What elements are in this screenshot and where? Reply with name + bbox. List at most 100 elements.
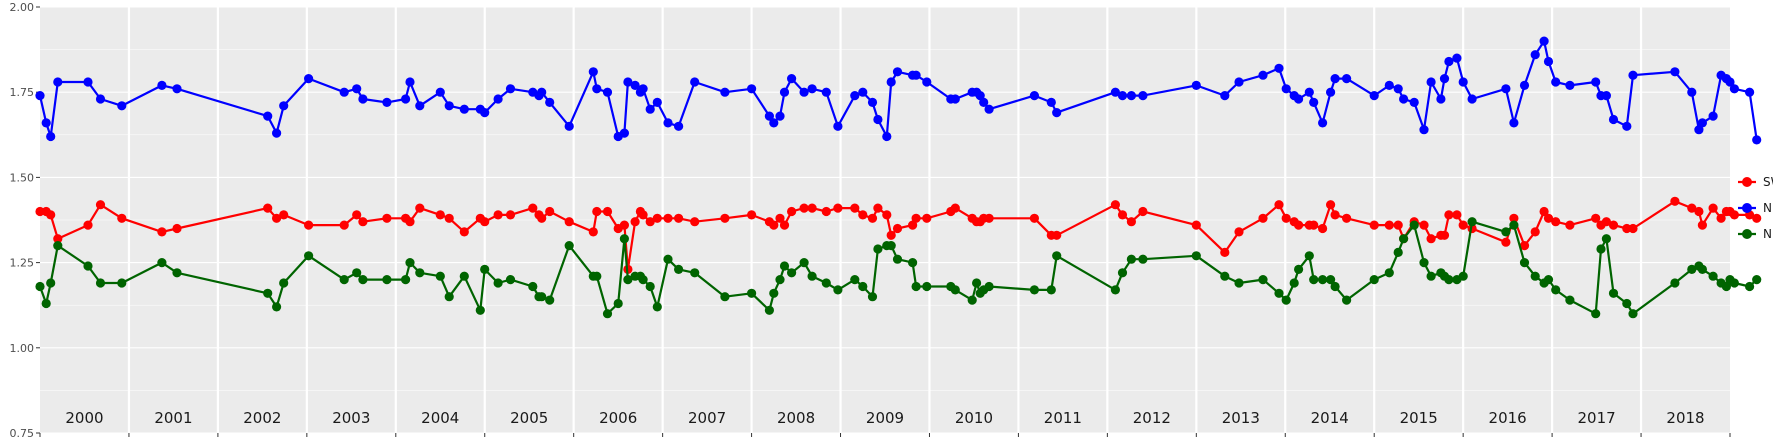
data-point-ndwi (1467, 217, 1477, 227)
data-point-ndwi (415, 268, 425, 278)
data-point-ndvi (172, 84, 182, 94)
year-label: 2006 (599, 409, 637, 427)
data-point-swir (564, 217, 574, 227)
data-point-ndvi (1393, 84, 1403, 94)
year-label: 2008 (777, 409, 815, 427)
data-point-swir (592, 206, 602, 217)
data-point-swir (619, 220, 630, 230)
data-point-swir (1697, 220, 1707, 230)
data-point-swir (1729, 210, 1739, 220)
data-point-ndvi (1029, 91, 1039, 101)
data-point-ndwi (638, 275, 648, 285)
data-point-ndvi (1220, 91, 1230, 101)
data-point-ndvi (435, 87, 445, 97)
y-tick-label: 0.75 (10, 427, 35, 440)
data-point-ndvi (1752, 135, 1762, 145)
data-point-swir (157, 227, 167, 237)
data-point-ndvi (690, 77, 700, 87)
data-point-ndwi (1318, 275, 1328, 285)
data-point-swir (95, 200, 106, 210)
grid-lines (40, 6, 1730, 434)
data-point-swir (807, 203, 817, 213)
data-point-ndvi (493, 94, 503, 104)
data-point-swir (1369, 220, 1379, 230)
data-point-swir (1565, 220, 1575, 230)
data-point-ndwi (1138, 254, 1148, 264)
data-point-ndvi (882, 131, 892, 142)
data-point-ndwi (459, 271, 469, 281)
data-point-ndvi (873, 114, 883, 125)
data-point-ndvi (1369, 91, 1379, 101)
data-point-ndvi (1138, 91, 1148, 101)
data-point-ndvi (1444, 56, 1454, 67)
data-point-swir (850, 203, 860, 213)
data-point-swir (444, 213, 454, 223)
data-point-ndwi (358, 275, 368, 285)
data-point-swir (382, 213, 392, 223)
data-point-ndvi (588, 67, 598, 77)
data-point-ndwi (1289, 278, 1299, 288)
data-point-ndwi (613, 298, 623, 309)
data-point-ndwi (1274, 288, 1284, 298)
year-label: 2005 (510, 409, 548, 427)
data-point-ndwi (1729, 278, 1739, 288)
data-point-ndvi (867, 97, 878, 107)
data-point-ndwi (720, 292, 730, 302)
data-point-ndvi (592, 84, 602, 94)
data-point-swir (545, 206, 555, 217)
data-point-ndvi (1399, 94, 1409, 104)
data-point-ndvi (405, 77, 415, 87)
data-point-ndvi (769, 118, 779, 128)
data-point-ndwi (775, 275, 785, 285)
data-point-ndvi (401, 94, 411, 104)
data-point-ndwi (1369, 275, 1379, 285)
data-point-ndwi (1110, 285, 1120, 295)
year-label: 2004 (421, 409, 459, 427)
data-point-ndwi (1752, 275, 1762, 285)
data-point-swir (922, 213, 932, 223)
data-point-ndvi (984, 104, 994, 114)
y-tick-label: 2.00 (10, 1, 35, 14)
year-label: 2010 (955, 409, 993, 427)
data-point-swir (272, 213, 282, 223)
data-point-swir (480, 217, 490, 227)
data-point-ndvi (53, 77, 63, 87)
data-point-ndwi (619, 234, 630, 244)
data-point-swir (882, 210, 892, 220)
year-label: 2016 (1489, 409, 1527, 427)
data-point-swir (1281, 213, 1291, 223)
data-point-swir (1294, 220, 1304, 230)
year-label: 2007 (688, 409, 726, 427)
data-point-ndvi (339, 87, 349, 97)
data-point-ndvi (459, 104, 469, 114)
data-point-ndwi (172, 268, 182, 278)
data-point-swir (1419, 220, 1429, 230)
data-point-ndwi (1281, 295, 1291, 305)
data-point-swir (950, 203, 960, 213)
data-point-ndvi (821, 87, 831, 97)
data-point-ndwi (1234, 278, 1244, 288)
year-label: 2009 (866, 409, 904, 427)
data-point-ndvi (779, 87, 790, 97)
data-point-swir (1274, 200, 1284, 210)
data-point-ndvi (850, 91, 860, 101)
data-point-ndvi (444, 101, 454, 111)
data-point-ndvi (911, 70, 921, 80)
data-point-swir (405, 217, 415, 227)
data-point-ndvi (1565, 80, 1575, 90)
data-point-ndvi (1419, 125, 1429, 135)
data-point-ndvi (1670, 67, 1680, 77)
y-tick-label: 1.25 (10, 257, 35, 270)
data-point-swir (339, 220, 349, 230)
data-point-swir (645, 217, 655, 227)
data-point-ndwi (1304, 251, 1314, 261)
data-point-ndwi (799, 258, 809, 268)
data-point-ndvi (1467, 94, 1477, 104)
legend: SWIR NDVI NDWI (1738, 175, 1773, 241)
data-point-ndwi (83, 261, 93, 271)
data-point-ndvi (537, 87, 547, 97)
data-point-swir (1452, 210, 1462, 220)
data-point-ndwi (1052, 251, 1062, 261)
data-point-ndwi (1046, 285, 1056, 295)
data-point-ndwi (1309, 275, 1319, 285)
